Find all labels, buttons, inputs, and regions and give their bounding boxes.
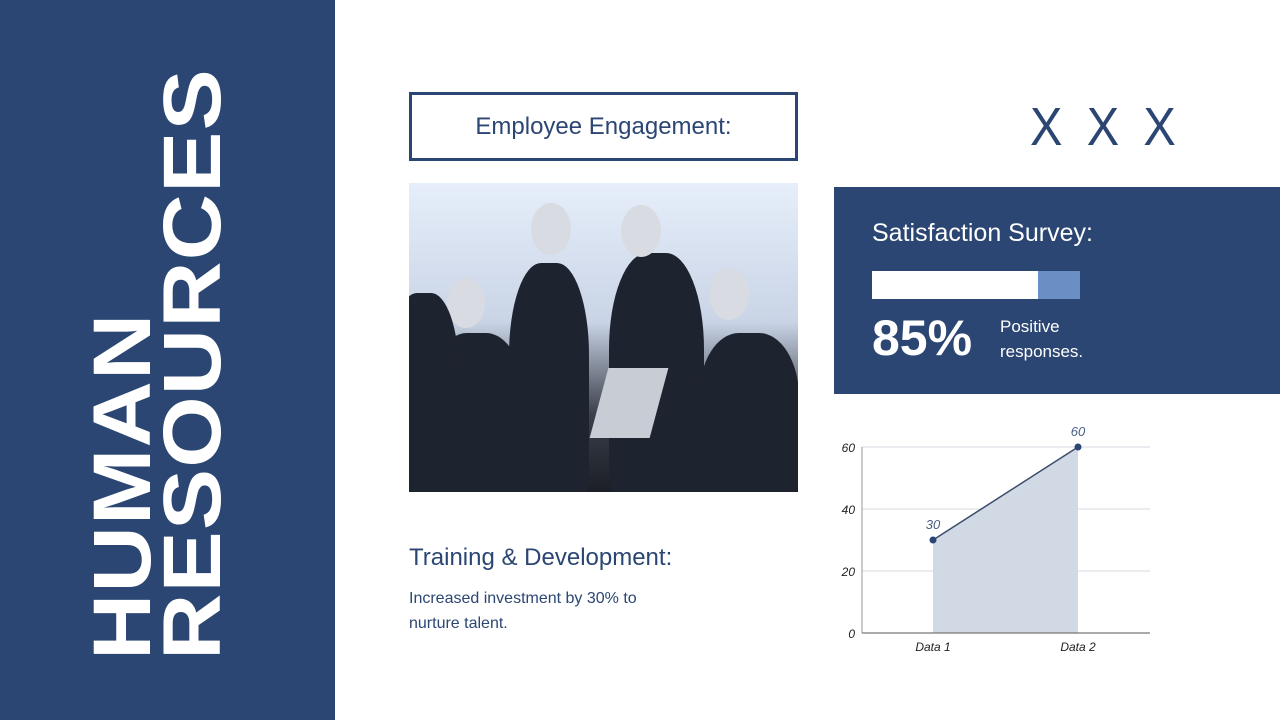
survey-title: Satisfaction Survey: (872, 219, 1093, 247)
training-text: Increased investment by 30% to nurture t… (409, 590, 637, 632)
satisfaction-survey-panel: Satisfaction Survey: 85% Positive respon… (834, 187, 1280, 394)
y-tick-label: 0 (848, 627, 855, 641)
data-label: 60 (1071, 424, 1086, 439)
employee-engagement-box: Employee Engagement: (409, 92, 798, 161)
x-tick-label: Data 1 (915, 640, 950, 654)
y-tick-label: 60 (842, 441, 856, 455)
survey-percent: 85% (872, 310, 973, 366)
sidebar: HUMAN RESOURCES (0, 0, 335, 720)
y-tick-label: 20 (841, 565, 856, 579)
team-meeting-photo (409, 183, 798, 492)
decorative-xxx: X X X (1030, 97, 1182, 157)
data-point (1074, 443, 1082, 451)
x-tick-label: Data 2 (1060, 640, 1096, 654)
employee-engagement-title: Employee Engagement: (475, 112, 732, 140)
survey-caption: Positive responses. (1000, 317, 1084, 361)
training-title: Training & Development: (409, 544, 673, 571)
survey-progress-bar (872, 271, 1080, 299)
series-line (932, 446, 1079, 541)
y-tick-label: 40 (842, 503, 856, 517)
area-fill (933, 447, 1078, 633)
survey-progress-fill (872, 271, 1039, 299)
data-label: 30 (926, 517, 941, 532)
data-point (929, 536, 937, 544)
